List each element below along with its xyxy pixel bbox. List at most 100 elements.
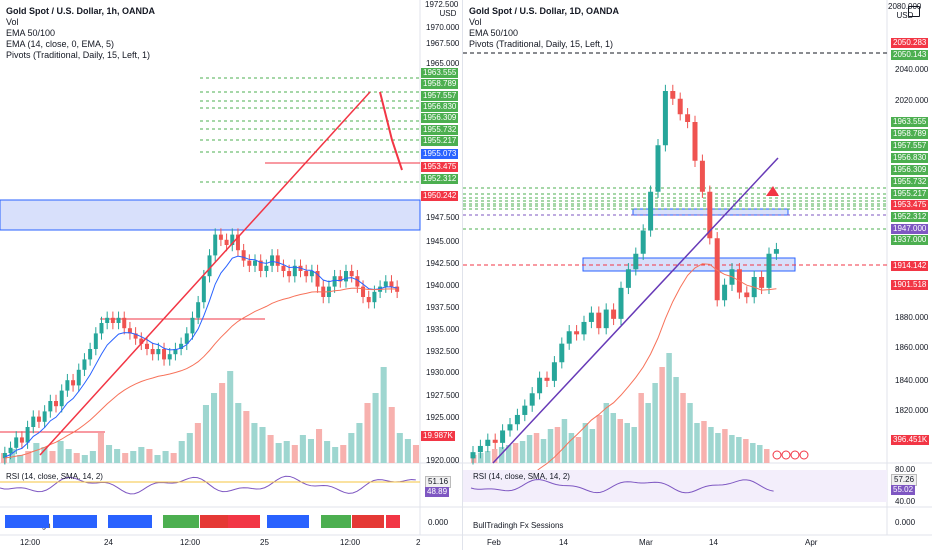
volume-bar — [624, 423, 630, 463]
candle-body — [25, 427, 30, 443]
candle-body — [213, 234, 218, 256]
volume-bar — [380, 367, 387, 463]
volume-bar — [114, 449, 121, 463]
price-tag: 1952.312 — [891, 212, 929, 222]
candle-body — [514, 414, 520, 425]
candle-body — [559, 343, 565, 363]
trendline — [39, 91, 371, 456]
price-chart-1d[interactable] — [463, 0, 932, 550]
volume-bar — [708, 427, 714, 463]
indicator-volume[interactable]: Vol — [469, 17, 482, 27]
camera-icon[interactable] — [908, 6, 920, 17]
rsi-label[interactable]: RSI (14, close, SMA, 14, 2) — [6, 472, 103, 481]
sessions-label[interactable]: BullTradingh Fx Sessions — [473, 521, 564, 530]
price-tick: 1920.000 — [426, 456, 460, 465]
volume-bar — [89, 451, 96, 463]
candle-body — [692, 122, 698, 161]
volume-bar — [512, 443, 519, 463]
session-block — [267, 515, 309, 528]
candle-body — [2, 453, 7, 459]
sessions-label[interactable]: BullTradingh Fx Sessions — [6, 521, 97, 530]
price-tick: 1840.000 — [895, 376, 929, 385]
candle-body — [722, 284, 728, 301]
price-tick: 1945.000 — [426, 237, 460, 246]
indicator-volume[interactable]: Vol — [6, 17, 19, 27]
candle-body — [65, 380, 70, 391]
candle-body — [230, 234, 235, 245]
volume-bar — [267, 435, 274, 463]
candle-body — [122, 317, 127, 329]
price-tick: 1947.500 — [426, 213, 460, 222]
price-tick: 1932.500 — [426, 347, 460, 356]
indicator-pivots[interactable]: Pivots (Traditional, Daily, 15, Left, 1) — [469, 39, 614, 49]
volume-bar — [316, 429, 323, 463]
volume-bar — [743, 439, 749, 463]
candle-body — [99, 323, 104, 334]
price-tick: 1967.500 — [426, 39, 460, 48]
price-tick: 1820.000 — [895, 406, 929, 415]
symbol-title[interactable]: Gold Spot / U.S. Dollar, 1h, OANDA — [6, 6, 156, 16]
indicator-ema[interactable]: EMA 50/100 — [469, 28, 519, 38]
rsi-label[interactable]: RSI (14, close, SMA, 14, 2) — [473, 472, 570, 481]
volume-bar — [291, 445, 298, 463]
chart-panel-1h[interactable]: Gold Spot / U.S. Dollar, 1h, OANDA Vol E… — [0, 0, 463, 550]
candle-body — [88, 349, 93, 360]
candle-body — [241, 250, 246, 261]
price-tick: 1937.500 — [426, 303, 460, 312]
candle-body — [93, 333, 98, 349]
candle-body — [349, 271, 354, 277]
candle-body — [551, 362, 557, 381]
candle-body — [625, 269, 631, 288]
price-chart-1h[interactable] — [0, 0, 462, 550]
volume-bar — [65, 449, 72, 463]
volume-bar — [356, 423, 363, 463]
volume-bar — [568, 433, 575, 463]
support-zone — [0, 199, 421, 231]
candle-body — [116, 317, 121, 323]
candle-body — [744, 292, 750, 298]
volume-bar — [340, 445, 347, 463]
candle-body — [389, 281, 394, 287]
candle-body — [287, 271, 292, 277]
volume-bar — [211, 393, 218, 463]
candle-body — [156, 349, 161, 355]
volume-bar — [526, 435, 533, 463]
candle-body — [253, 260, 258, 266]
candle-body — [366, 297, 371, 303]
volume-bar — [251, 423, 258, 463]
price-tag: 1952.312 — [421, 174, 459, 184]
chart-panel-1d[interactable]: Gold Spot / U.S. Dollar, 1D, OANDA Vol E… — [463, 0, 932, 550]
candle-body — [383, 281, 388, 287]
price-tag: 1956.830 — [891, 153, 929, 163]
indicator-pivots[interactable]: Pivots (Traditional, Daily, 15, Left, 1) — [6, 50, 151, 60]
candle-body — [566, 331, 572, 344]
candle-body — [773, 249, 779, 254]
volume-bar — [227, 371, 234, 463]
price-tag: 1963.555 — [891, 117, 929, 127]
volume-bar — [533, 433, 540, 463]
price-tick: 1925.000 — [426, 413, 460, 422]
price-tick: 1942.500 — [426, 259, 460, 268]
price-tag: 1953.475 — [891, 200, 929, 210]
indicator-ema-14[interactable]: EMA (14, close, 0, EMA, 5) — [6, 39, 115, 49]
indicator-ema[interactable]: EMA 50/100 — [6, 28, 56, 38]
volume-bar — [138, 447, 145, 463]
volume-bar — [589, 429, 596, 463]
volume-bar — [764, 449, 770, 463]
candle-body — [207, 255, 212, 277]
session-block — [53, 515, 97, 528]
volume-bar — [701, 421, 707, 463]
candle-body — [8, 447, 13, 453]
price-tag: 2050.143 — [891, 50, 929, 60]
session-block — [228, 515, 260, 528]
symbol-title[interactable]: Gold Spot / U.S. Dollar, 1D, OANDA — [469, 6, 620, 16]
candle-body — [395, 286, 400, 292]
volume-bar — [603, 403, 610, 463]
volume-bar — [471, 455, 477, 463]
session-block — [352, 515, 384, 528]
session-flag-icon — [799, 450, 809, 460]
candle-body — [372, 291, 377, 303]
candle-body — [670, 91, 676, 99]
volume-bar — [81, 455, 88, 463]
volume-bar — [41, 447, 48, 463]
